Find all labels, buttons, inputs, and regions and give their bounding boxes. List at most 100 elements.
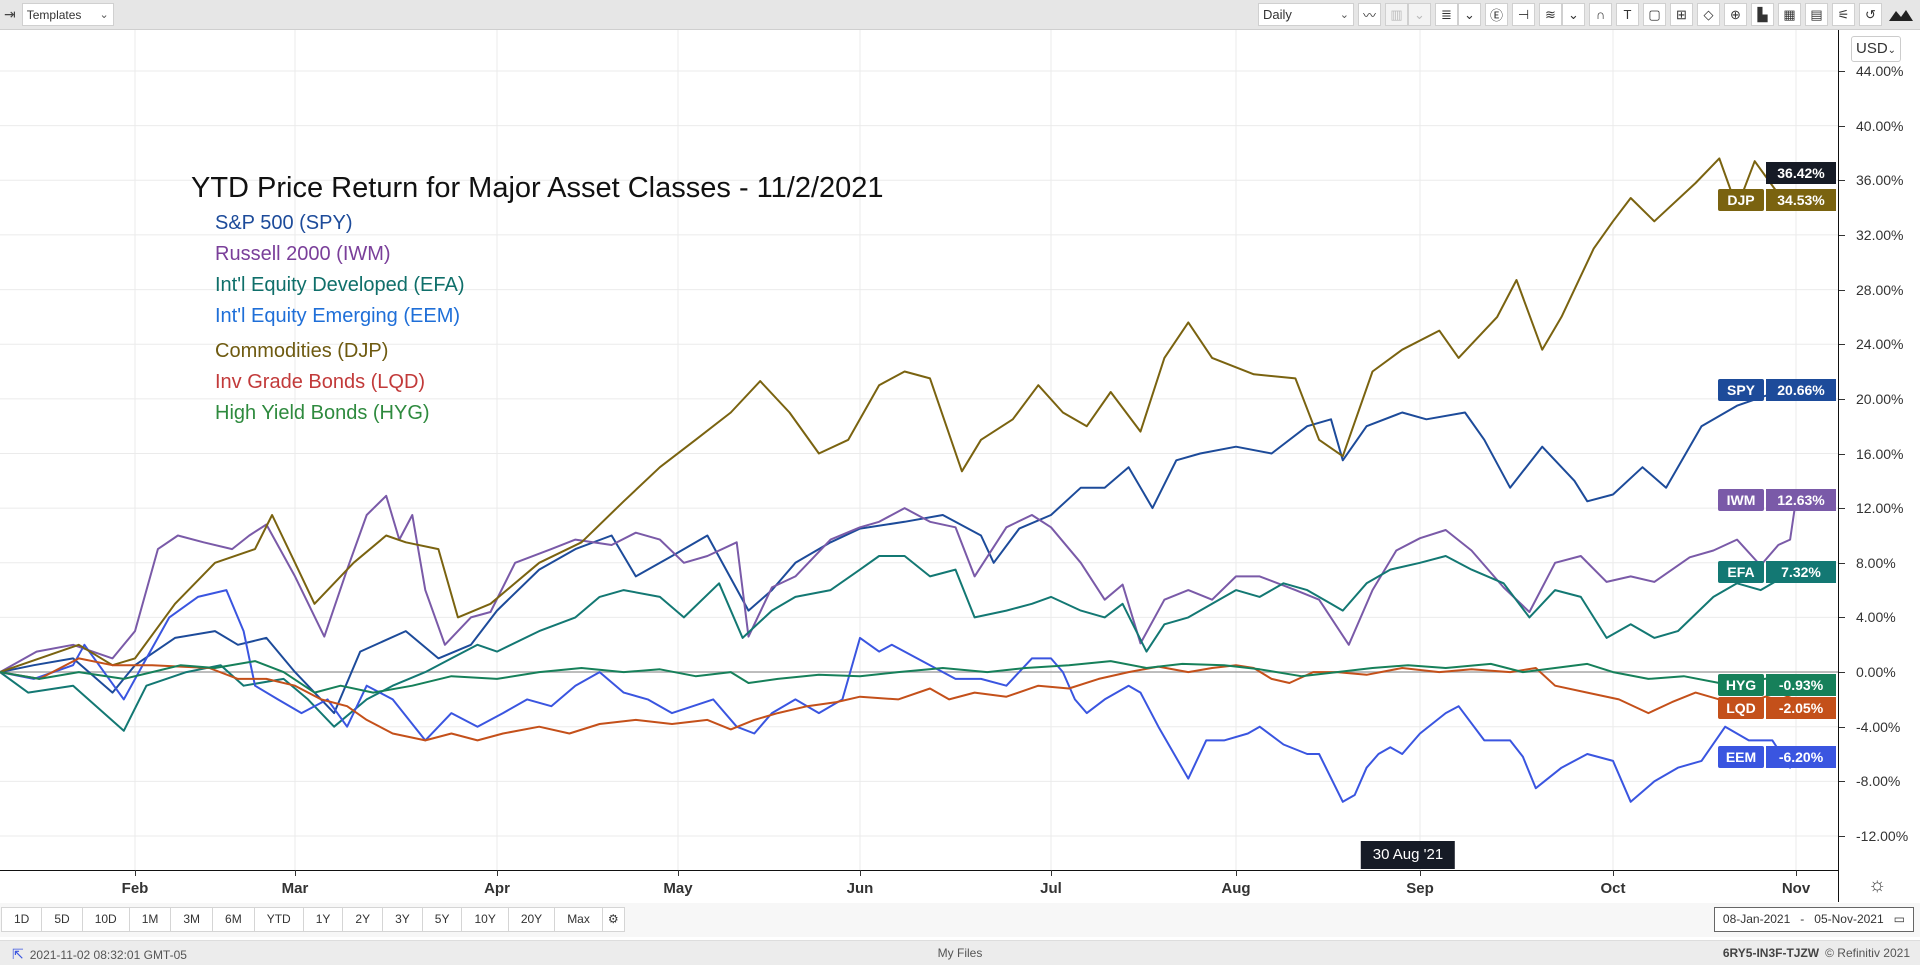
line-chart-icon[interactable]: 〰 <box>1357 3 1381 26</box>
y-tick-label: -8.00% <box>1856 773 1901 790</box>
refresh-arrow-icon[interactable]: ⇱ <box>12 946 24 962</box>
series-line-eem[interactable] <box>0 589 1797 803</box>
timeframe-settings-icon[interactable]: ⚙ <box>607 912 619 926</box>
series-ticker-tag: EFA <box>1718 561 1764 584</box>
chevron-down-icon[interactable]: ⌄ <box>1407 3 1431 26</box>
timeframe-10y[interactable]: 10Y <box>462 908 509 931</box>
series-lines <box>0 157 1797 803</box>
studies-icon[interactable]: ≋ <box>1539 3 1562 26</box>
grid-lines <box>0 30 1838 870</box>
chevron-down-icon[interactable]: ⌄ <box>1562 3 1585 26</box>
series-line-hyg[interactable] <box>0 660 1797 694</box>
legend-item-iwm: Russell 2000 (IWM) <box>215 243 391 265</box>
x-axis-line <box>0 870 1838 871</box>
crosshair-date-label: 30 Aug '21 <box>1360 841 1456 869</box>
series-line-iwm[interactable] <box>0 494 1797 673</box>
y-tick <box>1839 125 1845 127</box>
timeframe-ytd[interactable]: YTD <box>255 908 304 931</box>
y-tick <box>1839 344 1845 346</box>
currency-dropdown[interactable]: USD⌄ <box>1851 36 1902 62</box>
templates-dropdown[interactable]: Templates ⌄ <box>21 3 114 26</box>
y-tick-label: 0.00% <box>1856 664 1896 681</box>
news-icon[interactable]: ▤ <box>1805 3 1828 26</box>
y-tick <box>1839 672 1845 674</box>
series-ticker-tag: DJP <box>1718 189 1764 212</box>
x-tick-label: Sep <box>1406 880 1434 897</box>
interval-dropdown[interactable]: Daily ⌄ <box>1257 3 1354 26</box>
timeframe-5d[interactable]: 5D <box>42 908 83 931</box>
x-tick-label: May <box>663 880 693 897</box>
y-tick-label: 20.00% <box>1856 390 1904 407</box>
x-tick <box>1796 870 1797 876</box>
calendar-icon[interactable]: ▭ <box>1893 912 1905 926</box>
x-tick <box>135 870 136 876</box>
copyright: © Refinitiv 2021 <box>1825 946 1910 960</box>
undo-icon[interactable]: ↺ <box>1859 3 1882 26</box>
date-range-from: 08-Jan-2021 <box>1722 912 1791 926</box>
series-line-efa[interactable] <box>0 555 1797 732</box>
timeframe-10d[interactable]: 10D <box>83 908 130 931</box>
y-axis-border <box>1838 30 1839 902</box>
timeframe-1d[interactable]: 1D <box>2 908 43 931</box>
chart-title: YTD Price Return for Major Asset Classes… <box>191 172 884 204</box>
timeframe-bar: 1D 5D 10D 1M 3M 6M YTD 1Y 2Y 3Y 5Y 10Y 20Y Max ⚙ 08-Ja… <box>0 903 1920 937</box>
timeframe-6m[interactable]: 6M <box>213 908 255 931</box>
zoom-in-icon[interactable]: ⊕ <box>1724 3 1747 26</box>
legend: S&P 500 (SPY) Russell 2000 (IWM) Int'l E… <box>215 208 465 429</box>
timeframe-5y[interactable]: 5Y <box>423 908 463 931</box>
legend-item-efa: Int'l Equity Developed (EFA) <box>215 274 465 296</box>
chevron-down-icon: ⌄ <box>1887 45 1897 56</box>
settings-chart-icon[interactable]: ⚟ <box>1832 3 1855 26</box>
series-ticker-tag: SPY <box>1718 378 1764 401</box>
rectangle-icon[interactable]: ▢ <box>1643 3 1666 26</box>
series-line-spy[interactable] <box>0 388 1797 715</box>
timeframe-max[interactable]: Max <box>555 908 603 931</box>
sidebar-toggle-icon[interactable]: ⇥ <box>4 6 16 22</box>
series-ticker-tag: HYG <box>1718 673 1764 696</box>
timeframe-1y[interactable]: 1Y <box>304 908 344 931</box>
magnet-icon[interactable]: ∩ <box>1589 3 1612 26</box>
series-last-value: -6.20% <box>1766 745 1836 768</box>
crosshair-icon[interactable]: ⊣ <box>1512 3 1535 26</box>
templates-label: Templates <box>26 7 82 22</box>
series-line-lqd[interactable] <box>0 657 1797 742</box>
series-line-djp[interactable] <box>0 157 1797 674</box>
timeframe-3y[interactable]: 3Y <box>383 908 423 931</box>
x-tick-label: Apr <box>484 880 510 897</box>
timeframe-3m[interactable]: 3M <box>171 908 214 931</box>
my-files-link[interactable]: My Files <box>937 946 983 960</box>
y-tick <box>1839 562 1845 564</box>
y-tick-label: 44.00% <box>1856 63 1904 79</box>
x-tick-label: Oct <box>1600 880 1626 897</box>
x-tick-label: Mar <box>281 880 309 897</box>
y-tick-label: 16.00% <box>1856 445 1904 462</box>
series-last-value: 12.63% <box>1766 488 1836 511</box>
price-chart[interactable] <box>0 0 1920 904</box>
date-range-picker[interactable]: 08-Jan-2021 - 05-Nov-2021 ▭ <box>1713 907 1914 932</box>
y-tick <box>1839 289 1845 291</box>
x-tick <box>1051 870 1052 876</box>
table-icon[interactable]: ▦ <box>1778 3 1801 26</box>
x-tick <box>860 870 861 876</box>
timeframe-1m[interactable]: 1M <box>130 908 172 931</box>
text-icon[interactable]: T <box>1616 3 1639 26</box>
series-ticker-tag: LQD <box>1718 696 1764 719</box>
timeframe-2y[interactable]: 2Y <box>343 908 384 931</box>
status-bar: ⇱ 2021-11-02 08:32:01 GMT-05 My Files 6RY… <box>0 940 1920 965</box>
chart-export-icon[interactable]: ▙ <box>1751 3 1774 26</box>
y-tick-label: 8.00% <box>1856 554 1896 571</box>
y-tick-label: 4.00% <box>1856 609 1896 626</box>
events-icon[interactable]: Ⓔ <box>1484 3 1508 26</box>
polygon-icon[interactable]: ◇ <box>1697 3 1720 26</box>
chart-code: 6RY5-IN3F-TJZW <box>1722 946 1820 960</box>
list-icon[interactable]: ≣ <box>1434 3 1458 26</box>
y-tick-label: 24.00% <box>1856 336 1904 353</box>
axis-settings-icon[interactable]: ☼ <box>1868 874 1887 896</box>
frame-icon[interactable]: ⊞ <box>1670 3 1693 26</box>
chevron-down-icon[interactable]: ⌄ <box>1457 3 1481 26</box>
series-last-value: 7.32% <box>1766 561 1836 584</box>
chart-type-icon[interactable]: ▥ <box>1384 3 1408 26</box>
timeframe-20y[interactable]: 20Y <box>509 908 556 931</box>
series-ticker-tag: IWM <box>1718 488 1764 511</box>
series-ticker-tag: EEM <box>1718 745 1764 768</box>
